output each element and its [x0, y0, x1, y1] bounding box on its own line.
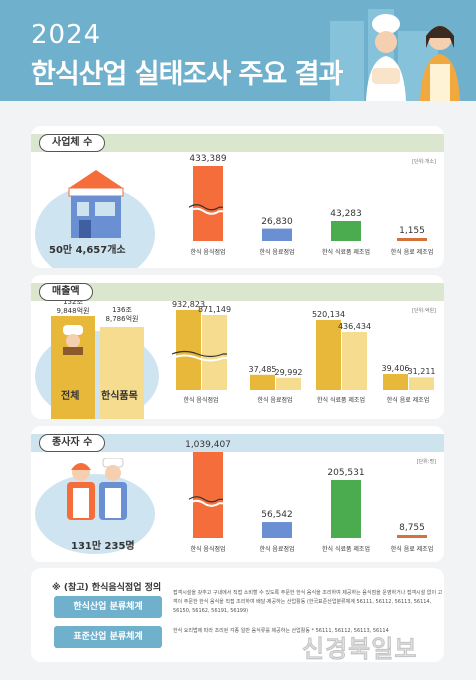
bar-0 [193, 166, 223, 241]
bar-1 [262, 228, 292, 241]
note-label-korean-industry: 한식산업 분류체계 [54, 596, 162, 618]
category-label: 한식 식료품 제조업 [317, 397, 365, 404]
sales-total-label: 전체 [61, 391, 80, 402]
bar-2-1 [342, 332, 367, 390]
report-year: 2024 [31, 20, 102, 50]
bar-3 [397, 535, 427, 538]
bar-value-label: 1,155 [399, 226, 425, 236]
bar-3 [397, 238, 427, 241]
report-title: 한식산업 실태조사 주요 결과 [31, 59, 343, 90]
bar-value-label: 8,755 [399, 523, 425, 533]
category-label: 한식 식료품 제조업 [322, 546, 370, 553]
bar-value-label: 436,434 [337, 322, 372, 331]
sales-korean-label: 한식품목 [101, 391, 138, 402]
unit-label: [단위:명] [416, 459, 436, 465]
bar-1 [262, 522, 292, 538]
building-illustration [330, 21, 364, 101]
chef-icon [63, 325, 83, 355]
axis-break-mark [188, 204, 223, 211]
note-label-standard-industry: 표준산업 분류체계 [54, 626, 162, 648]
bar-value-label: 43,283 [330, 209, 362, 219]
bar-value-label: 37,485 [248, 364, 277, 374]
category-label: 한식 음료 제조업 [390, 249, 434, 256]
workers-panel: 종사자 수 [단위:명] 131만 235명 [31, 426, 444, 562]
sales-total-value: 152조 9,848억원 [56, 298, 90, 315]
bar-1-0 [250, 374, 275, 390]
bar-value-label: 520,134 [311, 310, 346, 319]
bar-0-0 [176, 310, 201, 390]
section-title: 종사자 수 [39, 434, 106, 452]
axis-break-mark [171, 350, 227, 358]
category-label: 한식 음료점업 [259, 546, 295, 553]
workers-icon [67, 458, 127, 520]
business-count-panel: 사업체 수 [단위:개소] 50만 4,657개소 [31, 126, 444, 268]
category-label: 한식 음료 제조업 [390, 546, 434, 553]
sales-korean-value: 136조 8,786억원 [105, 306, 139, 323]
bar-3-1 [409, 377, 434, 390]
bar-value-label: 1,039,407 [185, 440, 231, 450]
bar-0 [193, 452, 223, 538]
bar-2-0 [316, 320, 341, 390]
bar-2 [331, 221, 361, 241]
section-strip [31, 283, 444, 301]
bar-value-label: 433,389 [189, 154, 227, 164]
sales-panel: 매출액 [단위:억원] 152조 9,848억원 136조 8,786억원 전체… [31, 275, 444, 419]
watermark: 신경북일보 [302, 635, 418, 664]
note-text-korean-industry: 접객시설을 갖추고 구내에서 직접 소비할 수 있도록 주문한 한식 음식을 조… [173, 590, 443, 614]
axis-break-mark [188, 496, 223, 503]
category-label: 한식 음료점업 [257, 397, 293, 404]
bar-value-label: 39,406 [381, 364, 410, 373]
bar-value-label: 56,542 [261, 510, 293, 521]
axis-break-mark [188, 207, 223, 215]
header-banner: 2024 한식산업 실태조사 주요 결과 [0, 0, 476, 101]
business-total: 50만 4,657개소 [49, 245, 126, 256]
bar-value-label: 205,531 [327, 468, 365, 478]
store-icon [68, 170, 124, 238]
category-label: 한식 식료품 제조업 [322, 249, 370, 256]
section-strip [31, 434, 444, 452]
category-label: 한식 음료점업 [259, 249, 295, 256]
notes-title: ※ (참고) 한식음식점업 정의 [52, 583, 162, 593]
axis-break-mark [188, 499, 223, 507]
bar-value-label: 932,823 [171, 300, 206, 309]
category-label: 한식 음료 제조업 [386, 397, 430, 404]
workers-total: 131만 235명 [71, 541, 135, 552]
bar-value-label: 31,211 [407, 367, 436, 377]
bar-value-label: 871,149 [197, 305, 232, 314]
section-strip [31, 134, 444, 152]
unit-label: [단위:개소] [412, 159, 436, 165]
chefs-illustration [366, 14, 460, 101]
category-label: 한식 음식점업 [183, 397, 219, 404]
unit-label: [단위:억원] [412, 308, 436, 314]
bar-2 [331, 480, 361, 538]
bar-value-label: 26,830 [261, 216, 293, 227]
note-text-standard-industry: 한식 요리법에 따라 조리된 각종 일반 음식류를 제공하는 산업활동 * 56… [173, 628, 389, 634]
sales-korean-bar [100, 327, 144, 419]
section-title: 매출액 [39, 283, 93, 301]
category-label: 한식 음식점업 [190, 546, 226, 553]
axis-break-mark [171, 354, 227, 362]
bar-1-1 [276, 377, 301, 390]
bar-value-label: 29,992 [274, 367, 303, 377]
bar-3-0 [383, 374, 408, 390]
bar-0-1 [202, 315, 227, 390]
category-label: 한식 음식점업 [190, 249, 226, 256]
section-title: 사업체 수 [39, 134, 106, 152]
